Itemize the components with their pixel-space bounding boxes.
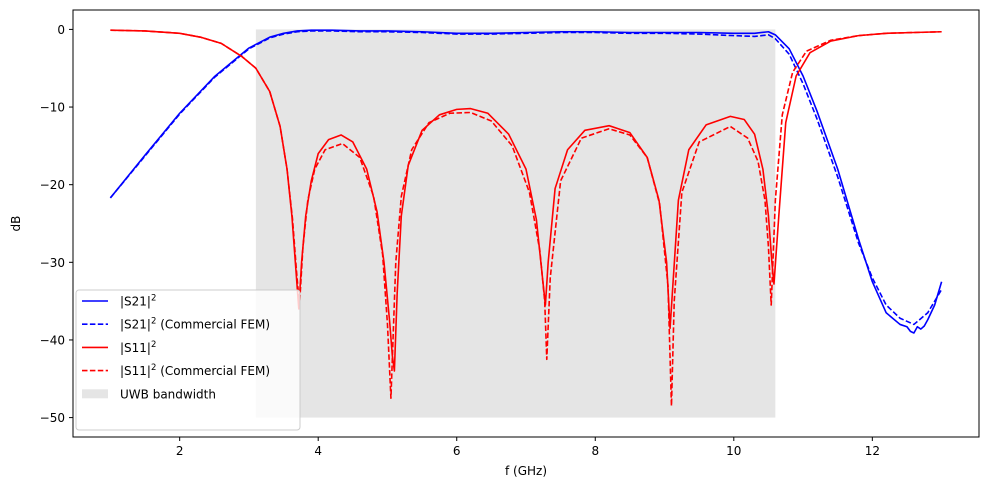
uwb-band bbox=[255, 29, 776, 418]
plot-frame bbox=[72, 9, 980, 438]
legend-label-3: |S11|2 (Commercial FEM) bbox=[120, 363, 270, 378]
y-tick-label: −50 bbox=[40, 411, 65, 425]
legend: |S21|2 |S21|2 (Commercial FEM) |S11|2 |S11|… bbox=[75, 289, 301, 431]
x-axis: 2 4 6 8 10 12 bbox=[176, 437, 880, 458]
x-tick-label: 8 bbox=[591, 444, 599, 458]
x-tick-label: 10 bbox=[726, 444, 741, 458]
series-line-2 bbox=[110, 29, 942, 372]
x-axis-label: f (GHz) bbox=[505, 464, 547, 478]
legend-label-band: UWB bandwidth bbox=[120, 387, 216, 401]
legend-box bbox=[75, 289, 301, 431]
series-layer bbox=[109, 29, 943, 407]
y-tick-label: −40 bbox=[40, 333, 65, 347]
y-tick-label: −20 bbox=[40, 178, 65, 192]
x-tick-label: 12 bbox=[865, 444, 880, 458]
series-line-1 bbox=[109, 30, 943, 326]
x-tick-label: 2 bbox=[176, 444, 184, 458]
band-layer bbox=[255, 29, 776, 418]
y-tick-label: −10 bbox=[40, 101, 65, 115]
x-tick-label: 6 bbox=[453, 444, 461, 458]
y-tick-label: −30 bbox=[40, 256, 65, 270]
legend-label-2: |S11|2 bbox=[120, 340, 156, 355]
legend-label-0: |S21|2 bbox=[120, 294, 156, 309]
y-tick-label: 0 bbox=[57, 23, 65, 37]
legend-label-1: |S21|2 (Commercial FEM) bbox=[120, 317, 270, 332]
x-tick-label: 4 bbox=[314, 444, 322, 458]
y-axis-label: dB bbox=[9, 216, 23, 232]
y-axis: 0 −10 −20 −30 −40 −50 bbox=[40, 23, 73, 425]
legend-swatch-band bbox=[82, 389, 108, 399]
